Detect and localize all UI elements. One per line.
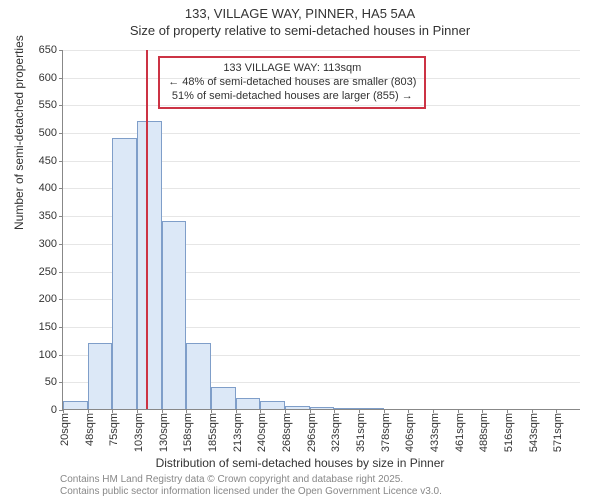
histogram-bar: [137, 121, 162, 409]
annotation-box: 133 VILLAGE WAY: 113sqm← 48% of semi-det…: [158, 56, 426, 109]
ytick-label: 600: [39, 72, 63, 84]
footer-line1: Contains HM Land Registry data © Crown c…: [60, 474, 442, 486]
chart-container: 133, VILLAGE WAY, PINNER, HA5 5AA Size o…: [0, 0, 600, 500]
histogram-bar: [211, 387, 236, 409]
xtick-label: 130sqm: [158, 413, 170, 452]
xtick-label: 240sqm: [256, 413, 268, 452]
ytick-label: 300: [39, 238, 63, 250]
ytick-label: 250: [39, 266, 63, 278]
xtick-label: 323sqm: [330, 413, 342, 452]
xtick-label: 185sqm: [207, 413, 219, 452]
annotation-line2: ← 48% of semi-detached houses are smalle…: [168, 76, 416, 90]
histogram-bar: [88, 343, 113, 409]
xtick-label: 571sqm: [552, 413, 564, 452]
xtick-label: 433sqm: [429, 413, 441, 452]
ytick-label: 200: [39, 293, 63, 305]
histogram-bar: [162, 221, 187, 409]
ytick-label: 50: [45, 376, 63, 388]
y-axis-label: Number of semi-detached properties: [12, 35, 26, 230]
annotation-line3: 51% of semi-detached houses are larger (…: [168, 90, 416, 104]
ytick-label: 350: [39, 210, 63, 222]
annotation-line1: 133 VILLAGE WAY: 113sqm: [168, 62, 416, 76]
plot-region: 0501001502002503003504004505005506006502…: [62, 50, 580, 410]
histogram-bar: [63, 401, 88, 409]
xtick-label: 406sqm: [404, 413, 416, 452]
histogram-bar: [310, 407, 335, 409]
histogram-bar: [186, 343, 211, 409]
histogram-bar: [260, 401, 285, 409]
histogram-bar: [112, 138, 137, 409]
ytick-label: 400: [39, 182, 63, 194]
ytick-label: 650: [39, 44, 63, 56]
gridline: [63, 50, 580, 51]
chart-area: 0501001502002503003504004505005506006502…: [62, 50, 580, 410]
xtick-label: 48sqm: [84, 413, 96, 446]
xtick-label: 268sqm: [281, 413, 293, 452]
xtick-label: 20sqm: [59, 413, 71, 446]
ytick-label: 450: [39, 155, 63, 167]
xtick-label: 103sqm: [133, 413, 145, 452]
xtick-label: 296sqm: [306, 413, 318, 452]
ytick-label: 500: [39, 127, 63, 139]
xtick-label: 75sqm: [108, 413, 120, 446]
xtick-label: 488sqm: [478, 413, 490, 452]
footer-line2: Contains public sector information licen…: [60, 486, 442, 498]
property-marker-line: [146, 50, 148, 409]
ytick-label: 550: [39, 99, 63, 111]
x-axis-label: Distribution of semi-detached houses by …: [0, 456, 600, 470]
xtick-label: 158sqm: [182, 413, 194, 452]
xtick-label: 213sqm: [232, 413, 244, 452]
histogram-bar: [285, 406, 310, 409]
xtick-label: 378sqm: [380, 413, 392, 452]
title-line1: 133, VILLAGE WAY, PINNER, HA5 5AA: [0, 6, 600, 23]
footer-attribution: Contains HM Land Registry data © Crown c…: [60, 474, 442, 498]
title-block: 133, VILLAGE WAY, PINNER, HA5 5AA Size o…: [0, 0, 600, 40]
xtick-label: 543sqm: [528, 413, 540, 452]
title-line2: Size of property relative to semi-detach…: [0, 23, 600, 40]
xtick-label: 516sqm: [503, 413, 515, 452]
histogram-bar: [359, 408, 384, 409]
ytick-label: 100: [39, 349, 63, 361]
histogram-bar: [236, 398, 261, 409]
ytick-label: 150: [39, 321, 63, 333]
xtick-label: 461sqm: [454, 413, 466, 452]
xtick-label: 351sqm: [355, 413, 367, 452]
histogram-bar: [334, 408, 359, 409]
